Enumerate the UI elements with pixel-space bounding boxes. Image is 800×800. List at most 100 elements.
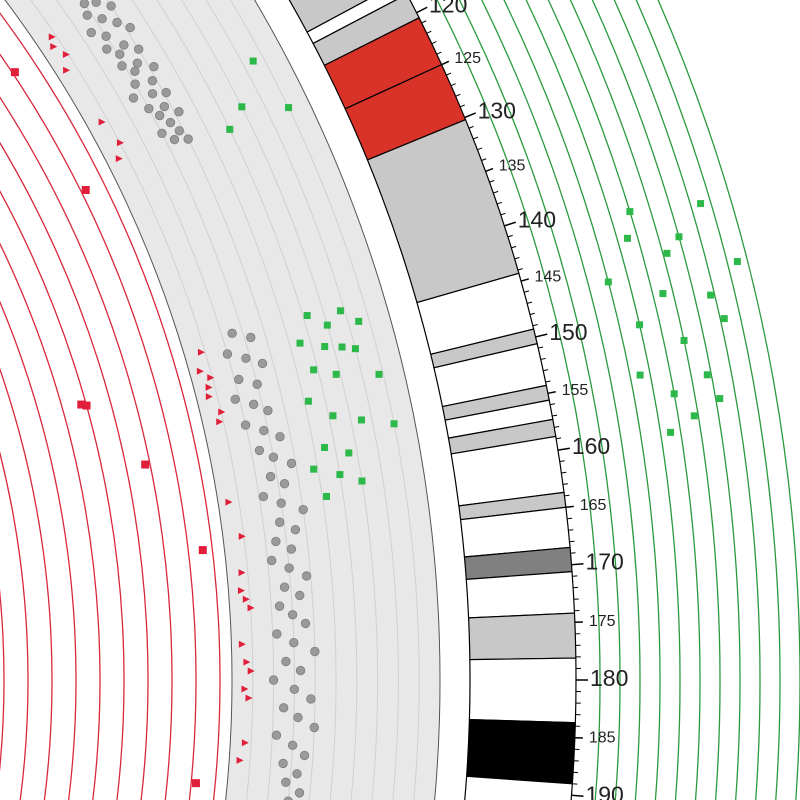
minor-tick bbox=[561, 471, 567, 474]
point bbox=[271, 730, 282, 740]
square-point bbox=[81, 185, 90, 194]
point bbox=[299, 750, 310, 761]
red-ring-line bbox=[0, 242, 101, 800]
tick-mark bbox=[485, 167, 494, 173]
point bbox=[266, 555, 277, 566]
square-point bbox=[345, 449, 353, 457]
point bbox=[91, 0, 101, 8]
point bbox=[174, 107, 184, 117]
point bbox=[154, 110, 165, 121]
square-point bbox=[198, 546, 207, 555]
square-point bbox=[310, 366, 318, 374]
triangle-point bbox=[196, 367, 204, 375]
gray-track-grid bbox=[30, 0, 254, 800]
triangle-point bbox=[245, 694, 253, 702]
point bbox=[97, 14, 107, 24]
point bbox=[289, 637, 299, 648]
point bbox=[147, 88, 158, 99]
square-point bbox=[623, 234, 631, 242]
triangle-point bbox=[218, 408, 226, 416]
point bbox=[159, 101, 170, 112]
tick-label: 140 bbox=[518, 207, 556, 233]
square-point bbox=[626, 208, 634, 216]
point bbox=[119, 40, 129, 50]
red-ring-line bbox=[0, 141, 149, 800]
point bbox=[79, 0, 90, 9]
square-point bbox=[667, 428, 675, 436]
point bbox=[169, 134, 180, 145]
minor-tick bbox=[529, 312, 536, 316]
point bbox=[295, 665, 306, 676]
triangle-point bbox=[197, 348, 205, 356]
minor-tick bbox=[481, 158, 487, 161]
point bbox=[234, 374, 244, 385]
point bbox=[128, 93, 139, 103]
point bbox=[278, 703, 289, 713]
triangle-point bbox=[242, 595, 250, 603]
square-point bbox=[321, 443, 329, 451]
square-point bbox=[226, 125, 234, 133]
point bbox=[246, 332, 256, 343]
point bbox=[248, 399, 259, 410]
ideogram-band bbox=[465, 719, 576, 785]
minor-tick bbox=[538, 346, 544, 349]
minor-tick bbox=[543, 369, 549, 372]
gray-track-grid bbox=[229, 0, 420, 800]
square-point bbox=[703, 371, 711, 379]
square-point bbox=[358, 477, 366, 485]
gray-track-border bbox=[4, 0, 233, 800]
point bbox=[130, 66, 140, 76]
tick-label: 130 bbox=[478, 97, 516, 123]
triangle-point bbox=[115, 155, 123, 163]
red-ring-line bbox=[0, 300, 77, 800]
minor-tick bbox=[446, 72, 452, 76]
green-ring-line bbox=[613, 0, 761, 800]
point bbox=[133, 44, 144, 54]
ideogram-band bbox=[464, 775, 573, 800]
point bbox=[293, 712, 303, 723]
point bbox=[279, 479, 290, 489]
square-point bbox=[659, 290, 667, 298]
point bbox=[292, 769, 302, 779]
point bbox=[294, 788, 305, 798]
minor-tick bbox=[493, 190, 499, 194]
point bbox=[272, 629, 282, 639]
square-point bbox=[351, 345, 359, 353]
square-point bbox=[375, 370, 383, 378]
minor-tick bbox=[459, 104, 465, 108]
green-ring-line bbox=[503, 0, 661, 800]
triangle-point bbox=[238, 640, 246, 648]
point bbox=[309, 722, 319, 733]
point bbox=[115, 49, 125, 59]
square-point bbox=[675, 233, 683, 241]
square-point bbox=[663, 249, 671, 257]
square-point bbox=[636, 321, 644, 329]
minor-tick bbox=[473, 136, 479, 140]
square-point bbox=[680, 337, 688, 345]
point bbox=[144, 103, 154, 114]
tick-label: 185 bbox=[589, 729, 616, 746]
point bbox=[125, 22, 135, 33]
point bbox=[287, 740, 298, 751]
point bbox=[279, 582, 290, 592]
point bbox=[183, 134, 193, 144]
triangle-point bbox=[241, 685, 249, 693]
tick-mark bbox=[441, 60, 450, 66]
point bbox=[281, 777, 291, 787]
point bbox=[149, 62, 159, 72]
square-point bbox=[670, 390, 678, 398]
square-point bbox=[238, 103, 246, 111]
red-ring-line bbox=[0, 588, 5, 771]
square-point bbox=[690, 412, 698, 420]
minor-tick bbox=[549, 403, 556, 406]
tick-mark bbox=[504, 221, 517, 227]
tick-label: 135 bbox=[499, 158, 526, 175]
square-point bbox=[636, 371, 644, 379]
triangle-point bbox=[237, 587, 245, 595]
tick-mark bbox=[571, 794, 584, 797]
tick-mark bbox=[416, 6, 428, 14]
triangle-point bbox=[50, 43, 58, 51]
point bbox=[241, 353, 251, 364]
square-point bbox=[141, 460, 150, 469]
